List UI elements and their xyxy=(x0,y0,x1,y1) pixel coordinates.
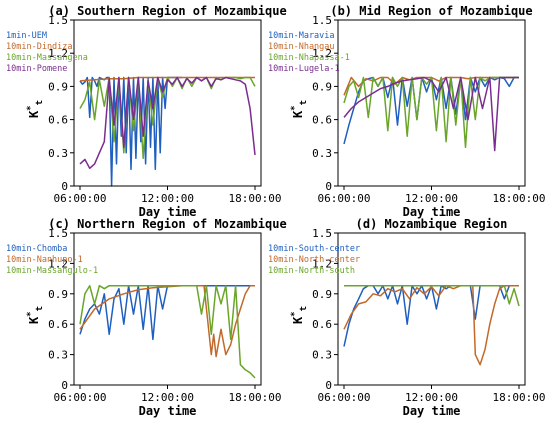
legend-entry: 10min-North-south xyxy=(268,266,355,276)
y-tick-label: 0.9 xyxy=(312,80,332,93)
x-tick-label: 18:00:00 xyxy=(493,192,546,205)
y-axis-label: K*t xyxy=(290,306,309,324)
y-tick-label: 0.6 xyxy=(312,318,332,331)
x-tick-label: 18:00:00 xyxy=(493,391,546,404)
y-tick-label: 1.2 xyxy=(312,47,332,60)
panel-title: (a) Southern Region of Mozambique xyxy=(48,4,286,18)
legend-entry: 10min-North-center xyxy=(268,255,360,265)
x-tick-label: 18:00:00 xyxy=(229,192,282,205)
chart-panel-3: (d) Mozambique Region 0 0.3 0.6 0.9 1.2 1.5 06:… xyxy=(268,217,545,418)
series-line-1 xyxy=(343,284,519,366)
legend-entry: 1min-UEM xyxy=(6,31,47,41)
x-tick-label: 12:00:00 xyxy=(405,391,458,404)
plot-frame xyxy=(73,232,262,386)
chart-panel-0: (a) Southern Region of Mozambique 0 0.3 0.6… xyxy=(6,4,287,219)
series-line-1 xyxy=(79,284,255,358)
y-tick-label: 0.9 xyxy=(48,80,68,93)
y-tick-label: 0.6 xyxy=(48,318,68,331)
legend-entry: 10min-Nanhupo-1 xyxy=(6,255,83,265)
legend-entry: 10min-Maravia xyxy=(268,31,335,41)
x-axis-label: Day time xyxy=(139,404,197,418)
series-line-2 xyxy=(344,284,520,307)
legend-entry: 10min-Nhapassa-1 xyxy=(268,53,350,63)
y-tick-label: 1.5 xyxy=(312,227,332,240)
y-tick-label: 1.2 xyxy=(48,47,68,60)
y-tick-label: 0.9 xyxy=(312,288,332,301)
y-tick-label: 1.5 xyxy=(312,14,332,27)
series-line-0 xyxy=(79,76,183,187)
series-line-3 xyxy=(79,76,256,170)
x-tick-label: 12:00:00 xyxy=(141,391,194,404)
plot-frame xyxy=(337,232,526,386)
y-tick-label: 0.3 xyxy=(48,147,68,160)
x-tick-label: 12:00:00 xyxy=(405,192,458,205)
legend-entry: 10min-Massangulo-1 xyxy=(6,266,98,276)
y-tick-label: 0.9 xyxy=(48,288,68,301)
legend-entry: 10min-Lugela-1 xyxy=(268,64,340,74)
y-tick-label: 0.3 xyxy=(312,349,332,362)
y-tick-label: 0 xyxy=(61,180,68,193)
chart-panel-2: (c) Northern Region of Mozambique 0 0.3 0.6… xyxy=(6,217,287,418)
x-tick-label: 18:00:00 xyxy=(229,391,282,404)
panel-title: (d) Mozambique Region xyxy=(356,217,508,231)
y-tick-label: 0.6 xyxy=(312,114,332,127)
x-axis-label: Day time xyxy=(403,205,461,219)
y-tick-label: 1.5 xyxy=(48,227,68,240)
panel-title: (b) Mid Region of Mozambique xyxy=(330,4,532,18)
plot-frame xyxy=(337,19,526,187)
y-tick-label: 0 xyxy=(325,180,332,193)
y-tick-label: 0 xyxy=(61,379,68,392)
legend-entry: 10min-Pomene xyxy=(6,64,67,74)
x-tick-label: 06:00:00 xyxy=(318,192,371,205)
y-tick-label: 0.3 xyxy=(48,349,68,362)
chart-panel-1: (b) Mid Region of Mozambique 0 0.3 0.6 0.9 1.… xyxy=(268,4,545,219)
y-tick-label: 1.2 xyxy=(48,257,68,270)
y-tick-label: 1.5 xyxy=(48,14,68,27)
y-tick-label: 0 xyxy=(325,379,332,392)
x-axis-label: Day time xyxy=(139,205,197,219)
x-tick-label: 06:00:00 xyxy=(54,192,107,205)
legend-entry: 10min-South-center xyxy=(268,244,360,254)
y-tick-label: 0.6 xyxy=(48,114,68,127)
y-axis-label: K*t xyxy=(26,306,45,324)
x-tick-label: 12:00:00 xyxy=(141,192,194,205)
legend-entry: 10min-Chomba xyxy=(6,244,67,254)
legend-entry: 10min-Dindiza xyxy=(6,42,73,52)
legend-entry: 10min-Massangena xyxy=(6,53,88,63)
x-tick-label: 06:00:00 xyxy=(54,391,107,404)
y-axis-label: K*t xyxy=(290,100,309,118)
y-axis-label: K*t xyxy=(26,100,45,118)
series-line-2 xyxy=(79,284,256,379)
y-tick-label: 0.3 xyxy=(312,147,332,160)
legend-entry: 10min-Nhangau xyxy=(268,42,335,52)
x-tick-label: 06:00:00 xyxy=(318,391,371,404)
panel-title: (c) Northern Region of Mozambique xyxy=(48,217,286,231)
series-line-3 xyxy=(343,76,519,152)
y-tick-label: 1.2 xyxy=(312,257,332,270)
x-axis-label: Day time xyxy=(403,404,461,418)
series-line-0 xyxy=(343,284,519,347)
plot-frame xyxy=(73,19,262,187)
